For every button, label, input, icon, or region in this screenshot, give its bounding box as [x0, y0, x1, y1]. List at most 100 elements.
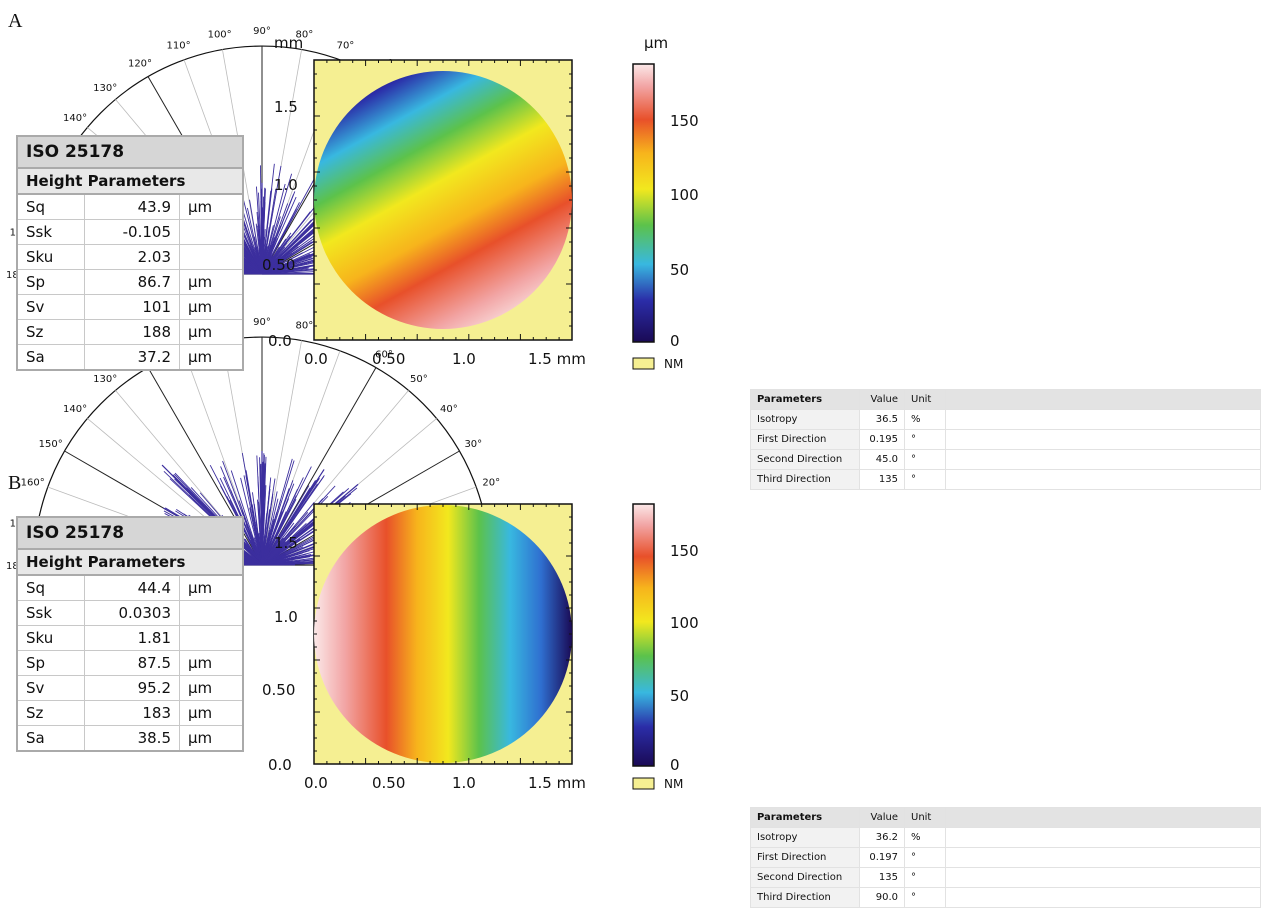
colorbar-tick: 150 [670, 542, 699, 560]
empty-cell [946, 848, 1261, 868]
param-name: Sq [17, 194, 85, 220]
colorbar-tick: 100 [670, 186, 699, 204]
angle-label: 140° [63, 113, 87, 124]
table-row: Ssk-0.105 [17, 220, 243, 245]
param-name: Sku [17, 626, 85, 651]
angle-label: 150° [39, 439, 63, 450]
y-tick-label: 1.5 [274, 534, 298, 552]
angle-label: 120° [128, 59, 152, 70]
param-unit: µm [180, 345, 244, 371]
param-value: 36.5 [860, 410, 905, 430]
header-cell: Value [860, 808, 905, 828]
param-unit: µm [180, 676, 244, 701]
param-value: 101 [85, 295, 180, 320]
empty-cell [946, 430, 1261, 450]
colorbar-tick: 150 [670, 112, 699, 130]
param-unit: µm [180, 194, 244, 220]
param-value: 183 [85, 701, 180, 726]
param-name: Sv [17, 295, 85, 320]
colorbar [633, 504, 654, 766]
param-value: 87.5 [85, 651, 180, 676]
param-name: First Direction [751, 848, 860, 868]
param-name: First Direction [751, 430, 860, 450]
param-name: Sp [17, 270, 85, 295]
y-tick-label: 0.50 [262, 681, 295, 699]
angle-label: 110° [167, 41, 191, 52]
param-value: 43.9 [85, 194, 180, 220]
angle-label: 40° [440, 404, 458, 415]
y-tick-label: 1.5 [274, 98, 298, 116]
param-name: Sq [17, 575, 85, 601]
param-value: -0.105 [85, 220, 180, 245]
y-unit-label: mm [274, 34, 303, 52]
nm-legend-swatch [633, 358, 654, 369]
x-tick-label: 1.0 [452, 350, 476, 368]
surface-disc [314, 71, 572, 329]
table-subtitle: Height Parameters [17, 168, 243, 194]
param-value: 45.0 [860, 450, 905, 470]
param-unit: ° [905, 868, 946, 888]
nm-legend-label: NM [664, 777, 683, 791]
param-name: Isotropy [751, 410, 860, 430]
table-title: ISO 25178 [17, 517, 243, 549]
header-cell: Parameters [751, 808, 860, 828]
param-unit: µm [180, 295, 244, 320]
colorbar-tick: 0 [670, 332, 680, 350]
y-tick-label: 1.0 [274, 608, 298, 626]
x-tick-label: 0.0 [304, 774, 328, 792]
param-unit [180, 601, 244, 626]
param-name: Sa [17, 726, 85, 752]
x-tick-label: 0.0 [304, 350, 328, 368]
x-tick-label: 0.50 [372, 774, 405, 792]
empty-cell [946, 828, 1261, 848]
angle-label: 130° [93, 374, 117, 385]
param-name: Third Direction [751, 470, 860, 490]
param-value: 0.197 [860, 848, 905, 868]
angle-label: 140° [63, 404, 87, 415]
angle-label: 130° [93, 83, 117, 94]
param-value: 2.03 [85, 245, 180, 270]
empty-cell [946, 450, 1261, 470]
param-name: Third Direction [751, 888, 860, 908]
height-map-b: 0.0 0.50 1.0 1.5 0.0 0.50 1.0 1.5 mm 0 5… [262, 472, 702, 802]
param-name: Sz [17, 701, 85, 726]
param-value: 36.2 [860, 828, 905, 848]
empty-cell [946, 868, 1261, 888]
angle-label: 160° [21, 478, 45, 489]
param-value: 90.0 [860, 888, 905, 908]
param-name: Sa [17, 345, 85, 371]
param-name: Ssk [17, 220, 85, 245]
x-tick-label: 1.5 mm [528, 774, 586, 792]
table-title: ISO 25178 [17, 136, 243, 168]
y-tick-label: 0.50 [262, 256, 295, 274]
header-cell: Unit [905, 390, 946, 410]
param-unit: ° [905, 888, 946, 908]
param-unit: ° [905, 450, 946, 470]
angle-label: 100° [208, 30, 232, 41]
param-unit [180, 220, 244, 245]
param-value: 135 [860, 868, 905, 888]
param-unit: ° [905, 430, 946, 450]
param-unit: µm [180, 701, 244, 726]
colorbar-tick: 100 [670, 614, 699, 632]
param-unit: % [905, 410, 946, 430]
param-value: 37.2 [85, 345, 180, 371]
param-unit [180, 245, 244, 270]
param-value: 38.5 [85, 726, 180, 752]
param-value: 95.2 [85, 676, 180, 701]
